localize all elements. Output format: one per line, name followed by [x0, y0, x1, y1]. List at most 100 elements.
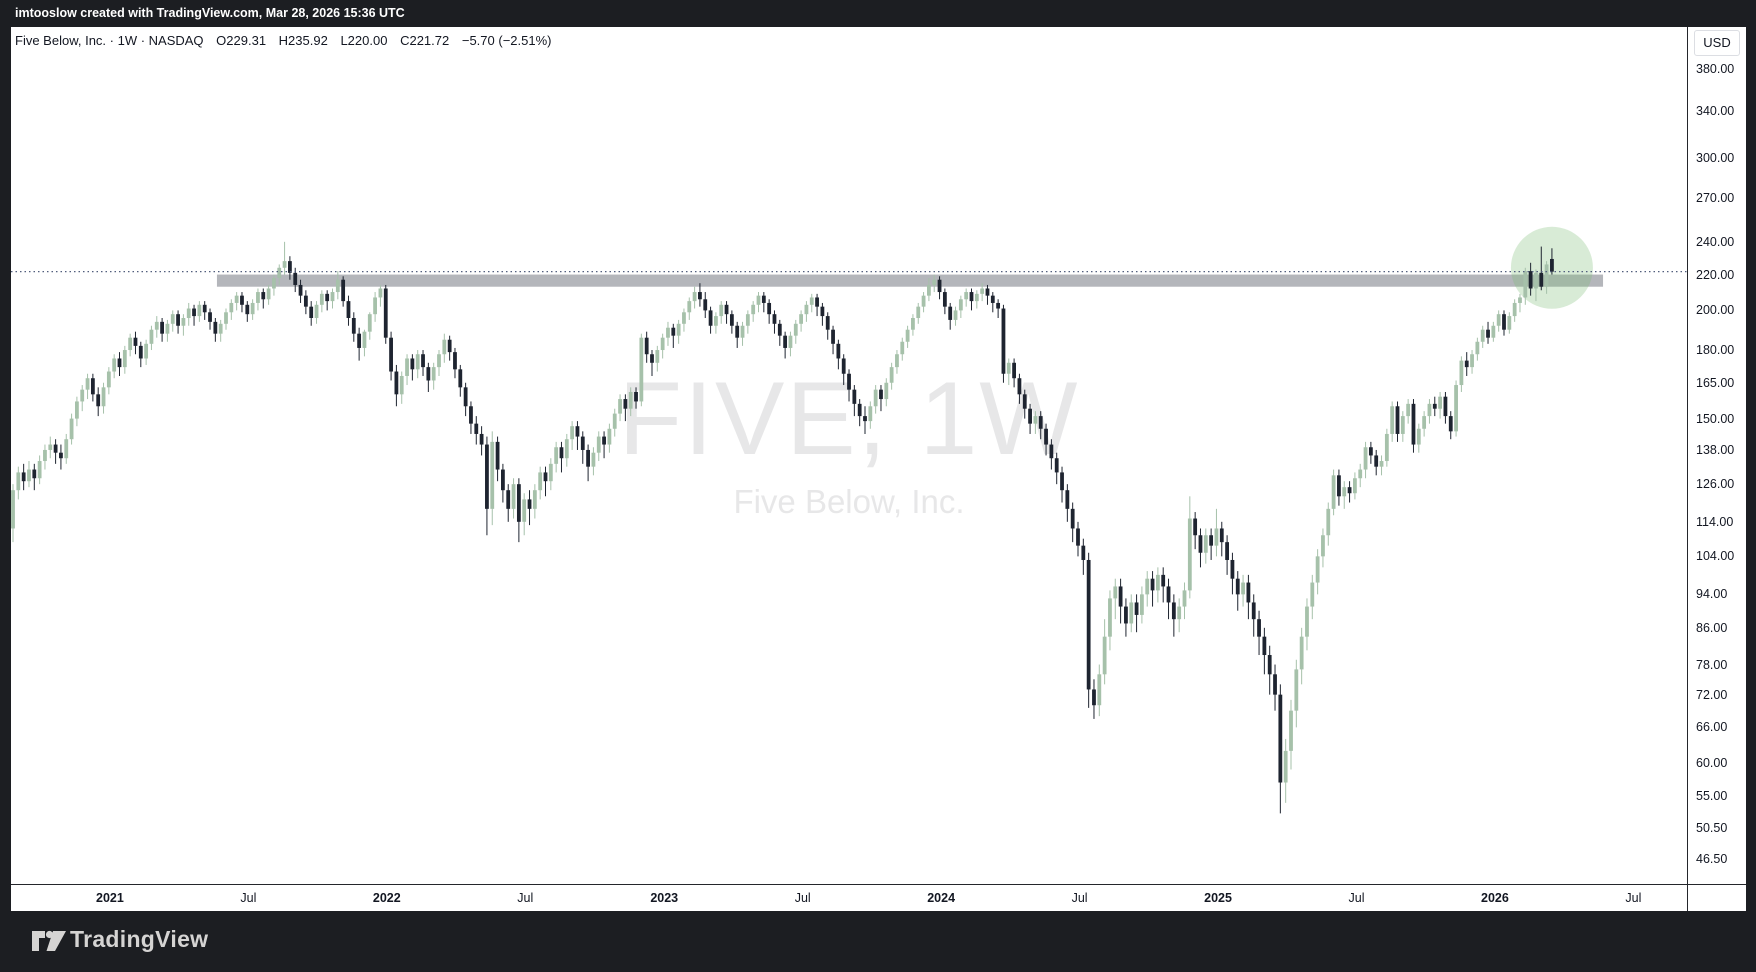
candlestick-series[interactable] [11, 27, 1687, 884]
supply-zone-rectangle[interactable] [216, 274, 1604, 287]
price-axis[interactable]: USD 380.00 340.00 300.00 270.00 240.00 220.00… [1688, 27, 1746, 884]
candle-body [1108, 598, 1112, 637]
candle-body [293, 272, 298, 285]
price-tick-label: 270.00 [1696, 190, 1735, 205]
candle-body [1006, 362, 1011, 374]
candle-body [1198, 535, 1203, 553]
candle-body [106, 371, 111, 388]
candle-body [1134, 602, 1139, 615]
candle-body [250, 302, 255, 315]
time-tick-label-jul: Jul [517, 891, 534, 905]
candle-body [101, 387, 106, 407]
price-tick-label: 380.00 [1696, 62, 1735, 76]
candle-body [612, 413, 617, 429]
candle-body [1001, 308, 1006, 374]
candle-body [1294, 669, 1299, 711]
candle-body [1113, 586, 1118, 599]
candle-body [154, 321, 159, 330]
candle-body [1326, 508, 1331, 536]
candle-body [319, 293, 324, 305]
candle-body [698, 292, 702, 300]
candle-body [1203, 535, 1208, 553]
candle-body [974, 293, 979, 302]
candle-body [128, 337, 133, 351]
candle-body [469, 406, 473, 424]
candle-body [714, 316, 718, 326]
candle-body [282, 261, 287, 268]
candle-body [916, 306, 921, 318]
candle-body [325, 293, 330, 302]
candle-body [186, 308, 191, 318]
candle-body [1102, 636, 1107, 675]
candle-body [682, 312, 686, 324]
candle-body [1544, 264, 1549, 287]
candle-body [1390, 406, 1395, 434]
time-tick-label-2022: 2022 [372, 891, 401, 905]
candle-body [745, 314, 750, 326]
candle-body [639, 337, 644, 402]
candle-body [426, 367, 431, 381]
candle-body [543, 472, 548, 482]
chart-plot-area[interactable]: FIVE, 1W Five Below, Inc. Five Below, In… [11, 27, 1687, 884]
candle-body [133, 337, 138, 346]
candle-body [463, 387, 468, 407]
candle-body [1161, 574, 1166, 587]
candle-body [618, 399, 622, 414]
candle-body [532, 490, 537, 509]
candle-body [729, 314, 734, 326]
chart-panel: FIVE, 1W Five Below, Inc. Five Below, In… [11, 27, 1746, 911]
price-tick-label: 50.50 [1696, 821, 1728, 836]
candle-body [873, 389, 878, 407]
symbol-title[interactable]: Five Below, Inc. · 1W · NASDAQ [15, 33, 204, 48]
candle-body [820, 306, 825, 317]
candle-body [453, 352, 457, 370]
candle-body [958, 299, 963, 311]
candle-body [117, 358, 122, 368]
candle-body [27, 469, 31, 482]
candle-body [1374, 455, 1379, 467]
candle-body [335, 279, 340, 293]
attribution-bar: imtooslow created with TradingView.com, … [0, 0, 1756, 27]
candle-body [1225, 542, 1229, 560]
candle-body [548, 463, 553, 482]
candle-body [1065, 490, 1070, 509]
candle-body [1129, 602, 1134, 624]
time-tick-label-jul: Jul [794, 891, 811, 905]
candle-body [596, 436, 601, 453]
candle-body [1363, 447, 1368, 470]
tradingview-logo-icon[interactable] [32, 928, 66, 956]
candle-body [240, 295, 244, 305]
price-tick-label: 86.00 [1696, 620, 1728, 635]
candle-body [852, 389, 857, 404]
candle-body [1448, 416, 1453, 432]
candle-body [1283, 750, 1288, 783]
time-tick-label-2021: 2021 [96, 891, 124, 905]
candle-body [889, 367, 894, 383]
candle-body [170, 314, 175, 324]
candle-body [1523, 271, 1528, 298]
candle-body [43, 449, 47, 462]
candle-body [516, 484, 521, 522]
candle-body [485, 444, 489, 509]
tradingview-brand[interactable]: TradingView [70, 926, 209, 952]
candle-body [804, 304, 809, 315]
candle-body [538, 472, 543, 491]
candle-body [405, 358, 409, 376]
time-tick-label-jul: Jul [1625, 891, 1642, 905]
time-tick-label-2024: 2024 [927, 891, 956, 905]
candle-body [202, 304, 207, 313]
candle-body [1368, 447, 1373, 456]
price-tick-label: 300.00 [1696, 150, 1735, 165]
candle-body [703, 299, 708, 311]
candle-body [256, 292, 260, 303]
candle-body [559, 447, 564, 459]
candle-body [1507, 316, 1512, 330]
time-axis[interactable]: 2021 Jul 2022 Jul 2023 Jul 2024 Jul 2025 Jul 2026 J… [11, 885, 1746, 911]
candle-body [1299, 636, 1304, 670]
candle-body [1214, 528, 1219, 546]
candle-body [288, 261, 292, 273]
candle-body [1017, 378, 1022, 395]
footer-bar: TradingView [0, 911, 1756, 972]
currency-badge[interactable]: USD [1694, 30, 1740, 56]
candle-body [341, 279, 346, 302]
